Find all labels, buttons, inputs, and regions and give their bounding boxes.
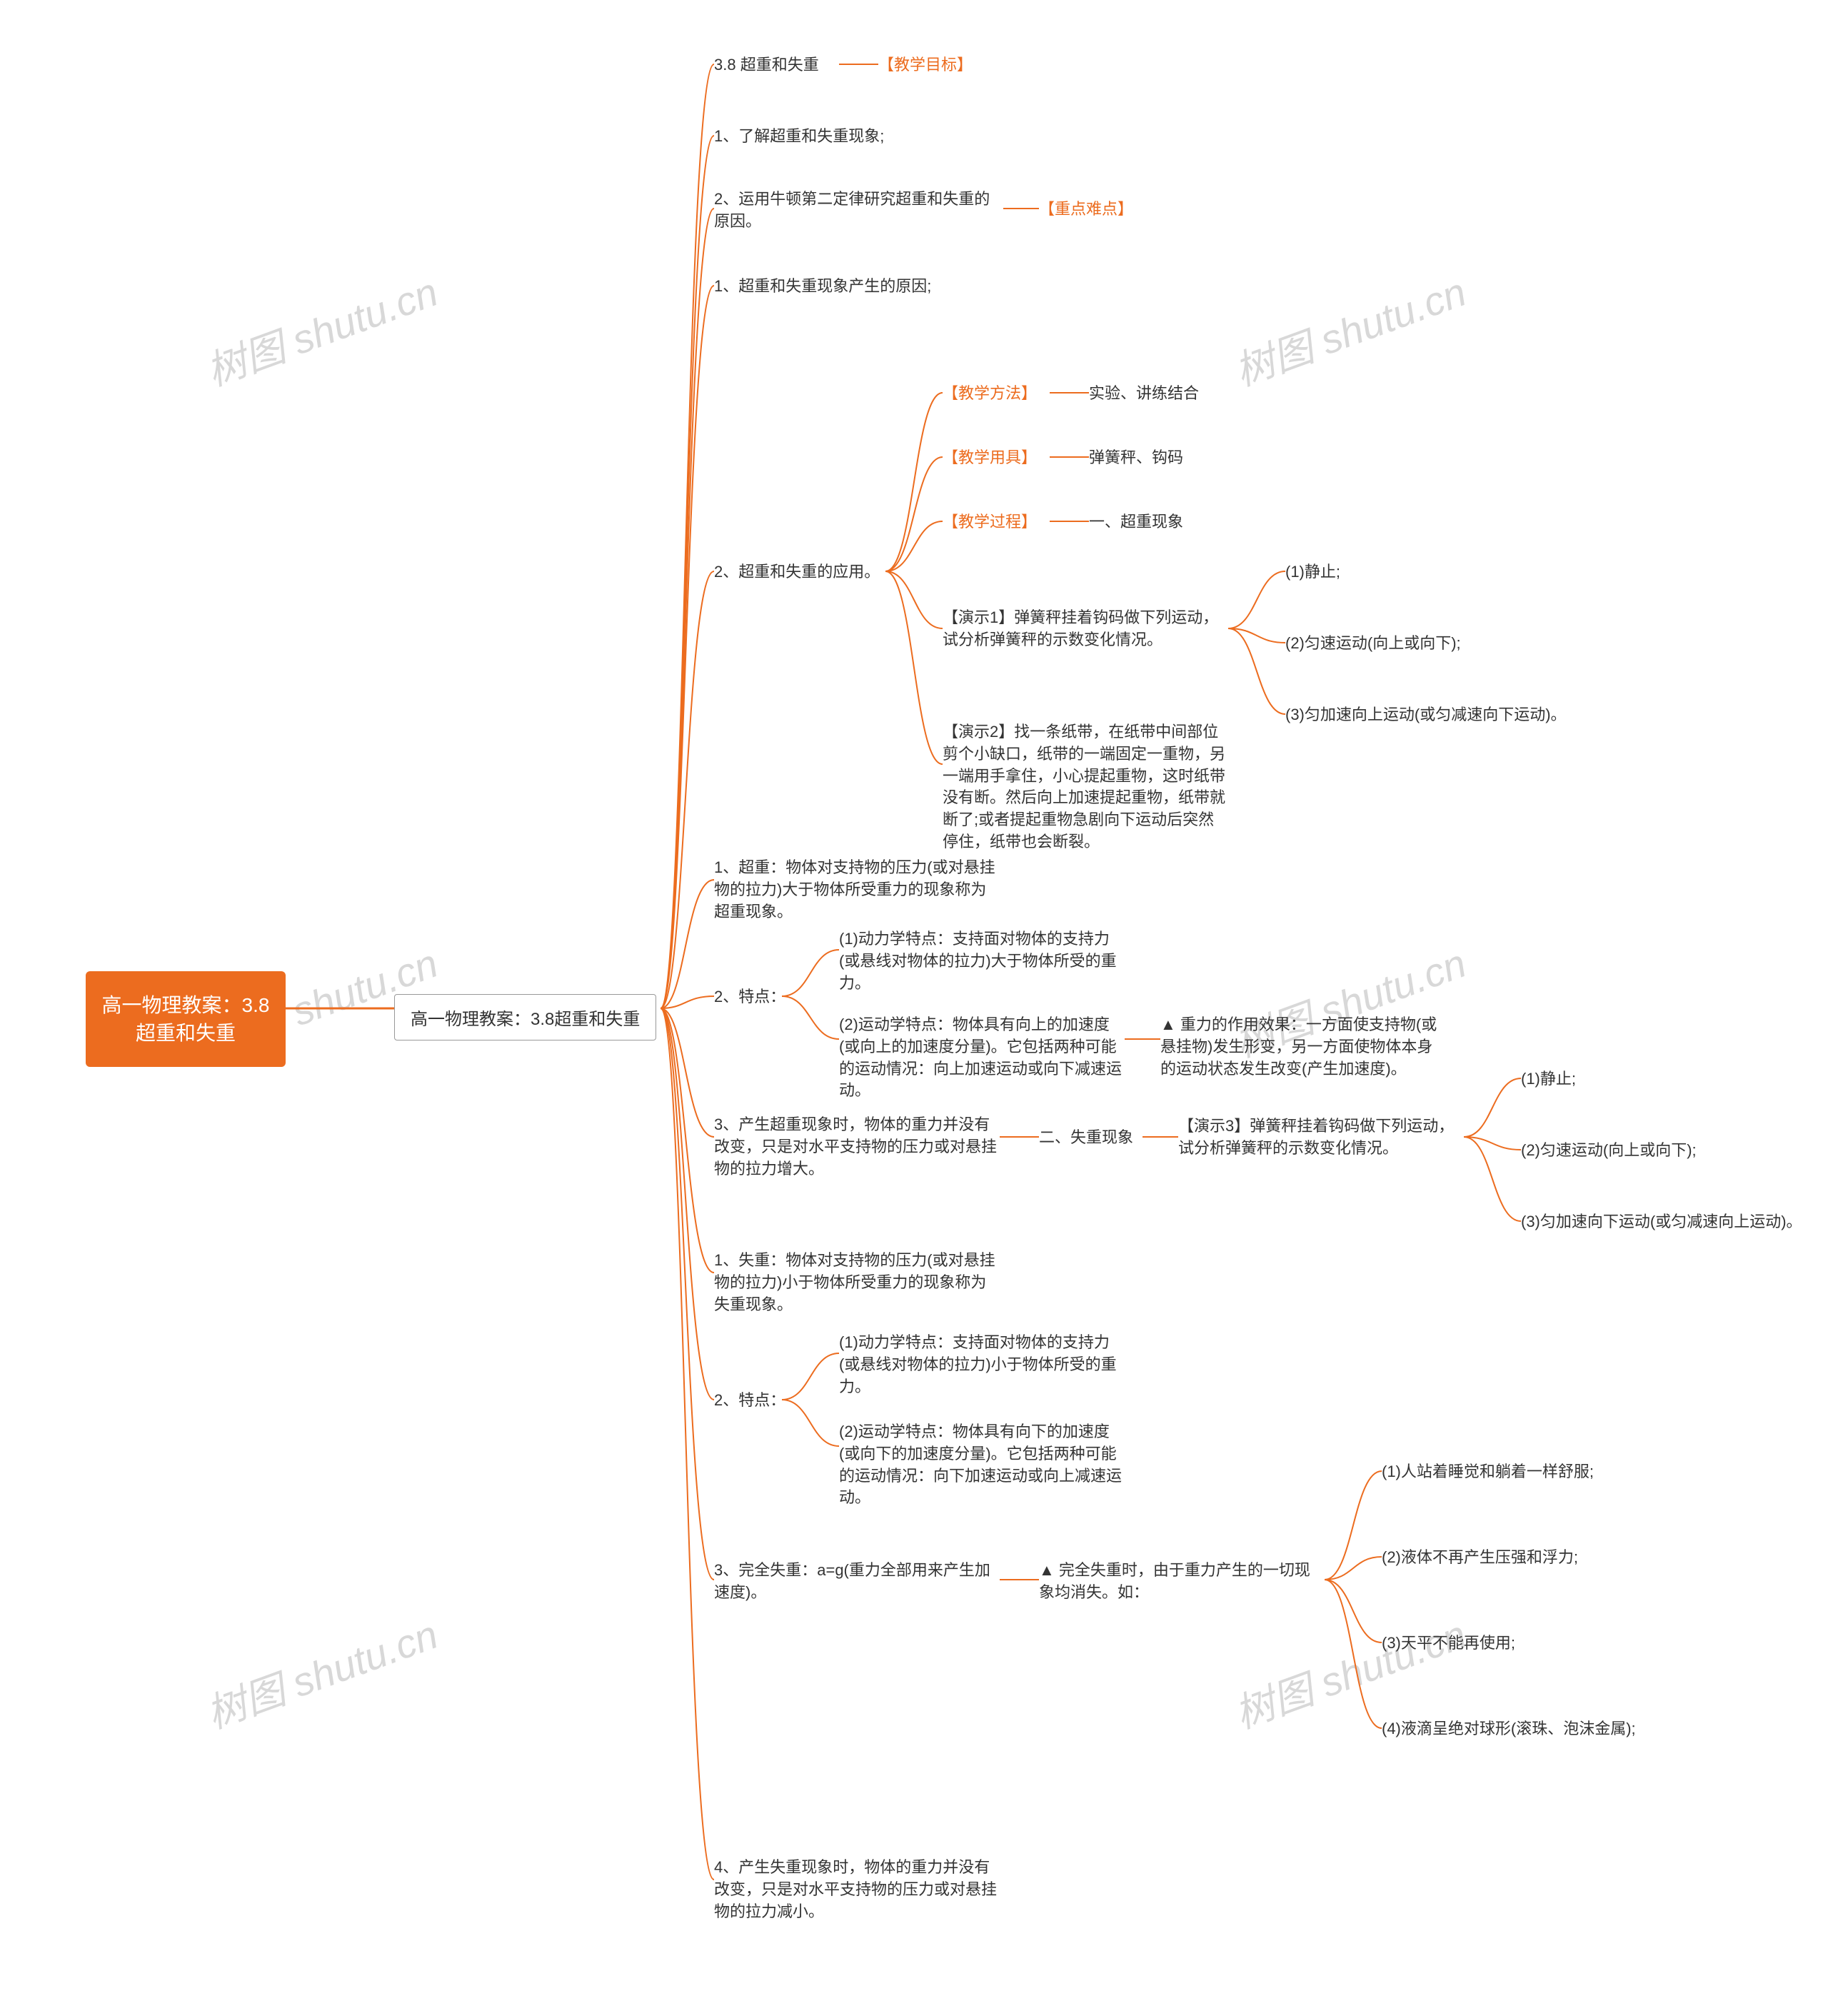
watermark: 树图 shutu.cn (197, 1603, 445, 1740)
node-demo2: 【演示2】找一条纸带，在纸带中间部位剪个小缺口，纸带的一端固定一重物，另一端用手… (943, 721, 1228, 853)
node-tool-val: 弹簧秤、钩码 (1089, 447, 1183, 469)
node-demo3: 【演示3】弹簧秤挂着钩码做下列运动，试分析弹簧秤的示数变化情况。 (1178, 1115, 1464, 1160)
node-c3: 3、产生超重现象时，物体的重力并没有改变，只是对水平支持物的压力或对悬挂物的拉力… (714, 1114, 1000, 1180)
node-method: 【教学方法】 (943, 383, 1037, 405)
node-proc: 【教学过程】 (943, 511, 1037, 533)
node-demo1-1: (1)静止; (1285, 561, 1340, 583)
node-d1: 1、失重：物体对支持物的压力(或对悬挂物的拉力)小于物体所受重力的现象称为失重现… (714, 1250, 1000, 1315)
node-demo3-1: (1)静止; (1521, 1068, 1576, 1090)
node-demo3-2: (2)匀速运动(向上或向下); (1521, 1140, 1697, 1162)
watermark: 树图 shutu.cn (1225, 260, 1473, 397)
node-c2: 2、特点： (714, 986, 785, 1008)
node-d3-3: (3)天平不能再使用; (1382, 1633, 1515, 1655)
node-c3-sec: 二、失重现象 (1039, 1127, 1133, 1149)
node-demo1-3: (3)匀加速向上运动(或匀减速向下运动)。 (1285, 704, 1567, 726)
node-key: 【重点难点】 (1039, 199, 1133, 221)
node-b5: 2、超重和失重的应用。 (714, 561, 880, 583)
node-b3: 2、运用牛顿第二定律研究超重和失重的原因。 (714, 189, 1000, 233)
node-d2-1: (1)动力学特点：支持面对物体的支持力(或悬线对物体的拉力)小于物体所受的重力。 (839, 1332, 1125, 1398)
node-d3-4: (4)液滴呈绝对球形(滚珠、泡沫金属); (1382, 1718, 1636, 1740)
node-demo1: 【演示1】弹簧秤挂着钩码做下列运动，试分析弹簧秤的示数变化情况。 (943, 607, 1228, 651)
node-d2-2: (2)运动学特点：物体具有向下的加速度(或向下的加速度分量)。它包括两种可能的运… (839, 1421, 1125, 1509)
node-c2-1: (1)动力学特点：支持面对物体的支持力(或悬线对物体的拉力)大于物体所受的重力。 (839, 928, 1125, 994)
node-d3-1: (1)人站着睡觉和躺着一样舒服; (1382, 1461, 1594, 1483)
node-b4: 1、超重和失重现象产生的原因; (714, 276, 931, 298)
node-demo1-2: (2)匀速运动(向上或向下); (1285, 633, 1461, 655)
node-c2-2: (2)运动学特点：物体具有向上的加速度(或向上的加速度分量)。它包括两种可能的运… (839, 1014, 1125, 1102)
node-b1: 3.8 超重和失重 (714, 54, 819, 76)
node-d4: 4、产生失重现象时，物体的重力并没有改变，只是对水平支持物的压力或对悬挂物的拉力… (714, 1857, 1000, 1922)
node-demo3-3: (3)匀加速向下运动(或匀减速向上运动)。 (1521, 1211, 1802, 1233)
node-method-val: 实验、讲练结合 (1089, 383, 1199, 405)
node-tool: 【教学用具】 (943, 447, 1037, 469)
node-goal: 【教学目标】 (878, 54, 973, 76)
node-proc-val: 一、超重现象 (1089, 511, 1183, 533)
node-d2: 2、特点： (714, 1390, 785, 1412)
watermark: 树图 shutu.cn (197, 260, 445, 397)
node-d3-2: (2)液体不再产生压强和浮力; (1382, 1547, 1578, 1569)
mindmap-level1: 高一物理教案：3.8超重和失重 (394, 994, 656, 1040)
node-b2: 1、了解超重和失重现象; (714, 126, 884, 148)
mindmap-root: 高一物理教案：3.8超重和失重 (86, 971, 286, 1067)
node-c2-2-g: ▲ 重力的作用效果：一方面使支持物(或悬挂物)发生形变，另一方面使物体本身的运动… (1160, 1014, 1446, 1080)
node-d3: 3、完全失重：a=g(重力全部用来产生加速度)。 (714, 1560, 1000, 1604)
node-d3-note: ▲ 完全失重时，由于重力产生的一切现象均消失。如： (1039, 1560, 1325, 1604)
node-c1: 1、超重：物体对支持物的压力(或对悬挂物的拉力)大于物体所受重力的现象称为超重现… (714, 857, 1000, 923)
